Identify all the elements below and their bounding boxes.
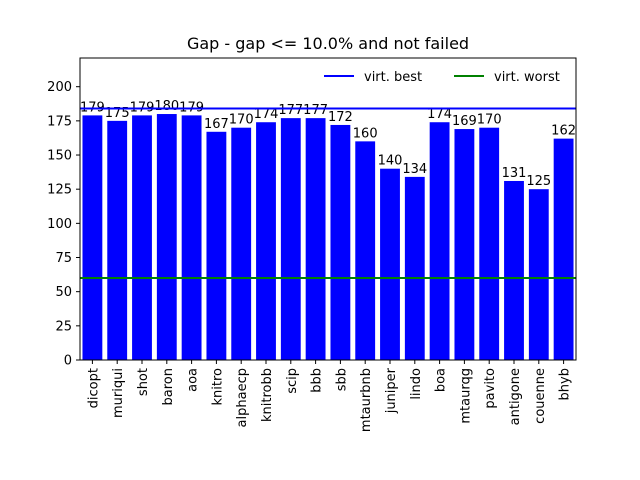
x-tick-label-mtaurqg: mtaurqg [458,368,473,424]
bar-couenne [528,189,549,360]
bar-baron [156,114,177,360]
x-tick-label-couenne: couenne [533,368,548,424]
bar-value-label-couenne: 125 [526,174,551,189]
plot-area: 179dicopt175muriqui179shot180baron179aoa… [47,57,577,432]
x-tick-label-muriqui: muriqui [111,368,126,418]
bar-value-label-scip: 177 [278,103,303,118]
bar-scip [280,118,301,360]
y-tick-label-200: 200 [47,80,72,95]
bar-juniper [380,168,400,360]
x-tick-label-baron: baron [161,368,176,405]
bar-bbb [305,118,326,360]
bar-value-label-mtaurbnb: 160 [353,126,378,141]
bar-knitro [206,131,227,360]
bar-value-label-baron: 180 [154,99,179,114]
bar-value-label-sbb: 172 [328,110,353,125]
bar-muriqui [107,120,128,360]
bar-boa [429,122,450,360]
x-tick-label-boa: boa [434,368,449,392]
bar-sbb [330,124,351,361]
bar-value-label-bhyb: 162 [551,124,576,139]
x-tick-label-alphaecp: alphaecp [235,368,250,427]
bar-aoa [181,115,202,360]
bar-knitrobb [256,122,276,360]
x-tick-label-antigone: antigone [508,368,523,425]
bar-alphaecp [231,127,252,360]
legend-label-virt-best: virt. best [364,70,422,85]
x-tick-label-scip: scip [285,368,300,394]
x-tick-label-dicopt: dicopt [86,368,101,408]
bar-value-label-mtaurqg: 169 [452,114,477,129]
y-tick-label-75: 75 [55,251,72,266]
bar-value-label-antigone: 131 [502,166,527,181]
bar-value-label-lindo: 134 [402,162,427,177]
legend-label-virt-worst: virt. worst [494,70,560,85]
x-tick-label-knitro: knitro [210,368,225,406]
bar-value-label-pavito: 170 [477,113,502,128]
y-tick-label-50: 50 [55,285,72,300]
y-tick-label-125: 125 [47,183,72,198]
plot-frame [79,57,577,361]
chart-title: Gap - gap <= 10.0% and not failed [187,34,469,53]
bar-antigone [504,180,524,360]
bar-dicopt [82,115,103,360]
y-tick-label-100: 100 [47,217,72,232]
bar-value-label-juniper: 140 [378,154,403,169]
bar-mtaurqg [454,129,475,360]
bar-value-label-knitrobb: 174 [254,107,279,122]
bar-value-label-alphaecp: 170 [229,113,254,128]
bar-value-label-boa: 174 [427,107,452,122]
x-tick-label-aoa: aoa [186,368,201,392]
x-tick-label-pavito: pavito [483,368,498,409]
x-tick-label-bbb: bbb [310,368,325,393]
bar-value-label-bbb: 177 [303,103,328,118]
x-tick-label-lindo: lindo [409,368,424,400]
y-tick-label-175: 175 [47,114,72,129]
bar-pavito [479,127,500,360]
bar-bhyb [553,138,574,360]
x-tick-label-shot: shot [136,368,151,396]
bar-value-label-muriqui: 175 [105,106,130,121]
bar-lindo [404,176,425,360]
x-tick-label-mtaurbnb: mtaurbnb [359,368,374,432]
y-tick-label-25: 25 [55,319,72,334]
y-tick-label-150: 150 [47,149,72,164]
x-tick-label-juniper: juniper [384,367,399,414]
x-tick-label-knitrobb: knitrobb [260,368,275,422]
bar-value-label-knitro: 167 [204,117,229,132]
y-tick-label-0: 0 [64,354,72,369]
bar-shot [132,115,152,360]
x-tick-label-bhyb: bhyb [558,368,573,400]
x-tick-label-sbb: sbb [334,368,349,391]
legend: virt. best virt. worst [324,70,560,85]
bar-mtaurbnb [355,141,376,360]
